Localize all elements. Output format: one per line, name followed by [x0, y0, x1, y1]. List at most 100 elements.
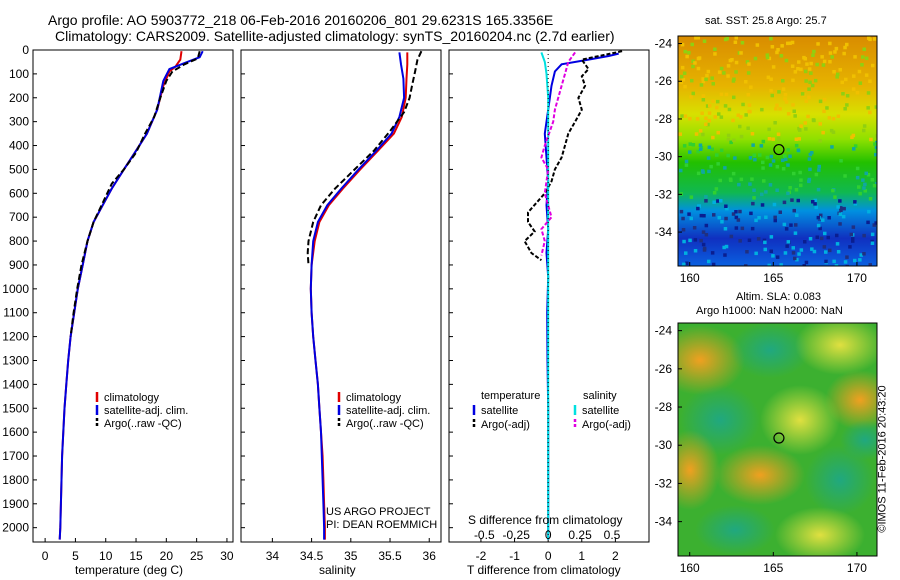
sst-pixel: [759, 144, 764, 148]
map-x-tick-label: 170: [847, 271, 867, 285]
sst-pixel: [689, 195, 694, 199]
sst-pixel: [725, 206, 729, 211]
depth-tick-label: 800: [9, 234, 29, 248]
sst-pixel: [690, 78, 694, 83]
sst-map[interactable]: [677, 35, 880, 268]
sst-pixel: [870, 241, 875, 245]
sst-pixel: [775, 103, 779, 107]
sst-pixel: [843, 45, 847, 50]
sst-pixel: [853, 144, 858, 148]
map-y-tick-label: -30: [655, 438, 673, 452]
sst-pixel: [739, 51, 743, 55]
sst-pixel: [710, 147, 714, 151]
sst-pixel: [831, 188, 835, 193]
map-x-tick-label: 165: [763, 271, 783, 285]
sst-pixel: [845, 42, 849, 47]
sst-pixel: [790, 64, 795, 68]
sst-pixel: [853, 258, 857, 263]
sst-pixel: [839, 208, 843, 212]
sst-pixel: [857, 69, 862, 74]
map-y-tick-label: -24: [655, 37, 673, 51]
sst-pixel: [765, 53, 770, 57]
sst-pixel: [784, 58, 789, 63]
depth-tick-label: 1100: [3, 306, 29, 320]
sst-pixel: [704, 116, 708, 120]
sst-pixel: [696, 206, 700, 211]
sla-map[interactable]: [655, 315, 895, 563]
sst-pixel: [855, 166, 860, 171]
sst-pixel: [711, 135, 715, 140]
sst-pixel: [859, 253, 863, 257]
sst-pixel: [729, 140, 733, 145]
sst-pixel: [738, 124, 742, 129]
x-tick-label: 36: [423, 549, 437, 563]
sst-pixel: [701, 98, 706, 102]
sst-pixel: [707, 118, 712, 123]
sst-pixel: [688, 238, 692, 243]
sst-pixel: [717, 112, 721, 116]
sst-pixel: [691, 143, 696, 147]
sst-pixel: [786, 41, 790, 46]
sst-pixel: [784, 227, 789, 231]
sst-pixel: [834, 264, 839, 266]
temp-legend-satellite: satellite-adj. clim.: [104, 405, 189, 417]
sst-pixel: [864, 56, 869, 61]
sst-pixel: [793, 70, 798, 74]
sst-pixel: [719, 199, 723, 203]
sst-pixel: [731, 79, 736, 83]
sst-pixel: [799, 248, 804, 252]
sst-pixel: [875, 182, 877, 186]
sst-pixel: [707, 259, 711, 264]
sst-pixel: [799, 178, 803, 182]
sst-pixel: [784, 100, 789, 104]
sst-pixel: [680, 65, 685, 70]
sst-pixel: [685, 54, 689, 59]
sst-pixel: [747, 238, 752, 242]
sst-pixel: [809, 71, 813, 75]
s-tick-label: -0.5: [474, 528, 495, 542]
sst-pixel: [682, 71, 687, 75]
x-tick-label: 34: [266, 549, 280, 563]
sst-pixel: [863, 189, 867, 193]
sst-pixel: [824, 250, 828, 254]
depth-tick-label: 100: [9, 67, 29, 81]
sst-pixel: [782, 200, 787, 205]
sst-pixel: [838, 222, 842, 226]
s-tick-label: 0.5: [604, 528, 621, 542]
sst-pixel: [783, 93, 788, 97]
diff-legend-sal-satellite: satellite: [582, 405, 620, 417]
sst-pixel: [816, 42, 820, 46]
sst-pixel: [698, 143, 703, 147]
sst-pixel: [711, 99, 715, 103]
sst-pixel: [726, 64, 731, 68]
sst-pixel: [807, 67, 812, 71]
sst-pixel: [852, 74, 856, 78]
sst-pixel: [717, 215, 721, 220]
sst-pixel: [848, 245, 852, 249]
diff-legend-temp-argo: Argo(-adj): [481, 419, 530, 431]
sst-pixel: [732, 95, 736, 100]
sst-pixel: [870, 232, 875, 237]
sst-pixel: [855, 175, 860, 180]
sst-pixel: [776, 137, 781, 142]
sst-pixel: [723, 166, 727, 170]
argo-location-marker[interactable]: [773, 143, 785, 156]
sst-pixel: [796, 198, 800, 203]
sst-pixel: [707, 111, 712, 115]
sst-pixel: [803, 57, 807, 61]
sst-pixel: [722, 71, 726, 75]
argo-location-marker[interactable]: [773, 432, 785, 444]
sst-pixel: [796, 67, 800, 71]
sst-pixel: [687, 51, 691, 55]
sst-pixel: [710, 251, 715, 255]
map-y-tick-label: -34: [655, 515, 673, 529]
sst-pixel: [804, 127, 808, 131]
map-x-tick-label: 165: [763, 561, 783, 575]
sst-pixel: [753, 56, 758, 61]
sst-pixel: [701, 79, 706, 84]
sst-pixel: [681, 264, 686, 266]
sst-pixel: [829, 128, 834, 133]
sst-pixel: [781, 87, 786, 91]
x-tick-label: 25: [190, 549, 204, 563]
sst-pixel: [753, 157, 757, 162]
